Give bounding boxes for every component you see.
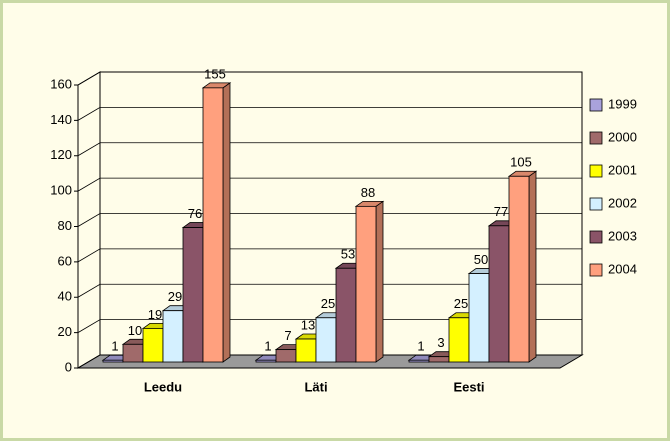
grid-line [77, 106, 582, 121]
bar [122, 343, 144, 363]
value-label: 29 [168, 289, 182, 304]
legend-label: 2004 [608, 261, 637, 276]
value-label: 7 [284, 328, 291, 343]
value-label: 50 [474, 252, 488, 267]
value-label: 1 [111, 339, 118, 354]
legend-swatch [589, 98, 603, 112]
y-tick-label: 160 [50, 76, 72, 91]
bar [255, 359, 277, 363]
bar [202, 87, 224, 363]
value-label: 1 [264, 339, 271, 354]
y-tick-label: 140 [50, 112, 72, 127]
legend-label: 2003 [608, 228, 637, 243]
bar-side [222, 82, 231, 363]
value-label: 105 [510, 155, 532, 170]
grid-line [77, 248, 582, 263]
y-tick-label: 100 [50, 183, 72, 198]
value-label: 53 [341, 247, 355, 262]
bar [295, 338, 317, 363]
bar [488, 225, 510, 363]
legend-swatch [589, 197, 603, 211]
legend-label: 1999 [608, 96, 637, 111]
bar [182, 227, 204, 363]
grid-line [77, 283, 582, 298]
bar [142, 327, 164, 363]
y-tick-label: 120 [50, 147, 72, 162]
x-tick-label: Eesti [453, 379, 484, 394]
bar-side [528, 170, 537, 363]
grid-line [77, 319, 582, 333]
value-label: 1 [417, 339, 424, 354]
value-label: 25 [321, 296, 335, 311]
grid-line [77, 71, 582, 86]
bar [355, 205, 377, 363]
y-tick-label: 60 [58, 253, 72, 268]
y-tick-label: 0 [65, 359, 72, 374]
bar [315, 317, 337, 363]
chart: 0 20 40 60 80 100 120 140 160 Leedu 1 10 19 29 76 155 Lä… [50, 66, 637, 394]
x-tick-label: Leedu [144, 379, 182, 394]
bar [428, 356, 450, 363]
value-label: 10 [128, 323, 142, 338]
legend-swatch [589, 164, 603, 178]
x-tick-label: Läti [304, 379, 327, 394]
legend-label: 2002 [608, 195, 637, 210]
grid-line [77, 213, 582, 227]
bar [448, 317, 470, 363]
y-tick-label: 80 [58, 218, 72, 233]
legend-swatch [589, 230, 603, 244]
grid-line [77, 177, 582, 192]
bar [468, 273, 490, 363]
bar-side [375, 200, 384, 363]
bar [508, 175, 530, 363]
y-tick-label: 20 [58, 324, 72, 339]
bar [335, 267, 357, 363]
value-label: 3 [437, 335, 444, 350]
legend-label: 2001 [608, 162, 637, 177]
legend-swatch [589, 131, 603, 145]
value-label: 25 [454, 296, 468, 311]
value-label: 88 [361, 185, 375, 200]
legend-swatch [589, 263, 603, 277]
legend-label: 2000 [608, 129, 637, 144]
y-tick-label: 40 [58, 289, 72, 304]
bar [162, 310, 184, 363]
value-label: 13 [301, 317, 315, 332]
value-label: 76 [188, 206, 202, 221]
grid-line [77, 142, 582, 157]
value-label: 77 [494, 204, 508, 219]
bar [408, 359, 430, 363]
bar [102, 359, 124, 363]
value-label: 19 [148, 307, 162, 322]
bar [275, 349, 297, 363]
value-label: 155 [204, 66, 226, 81]
